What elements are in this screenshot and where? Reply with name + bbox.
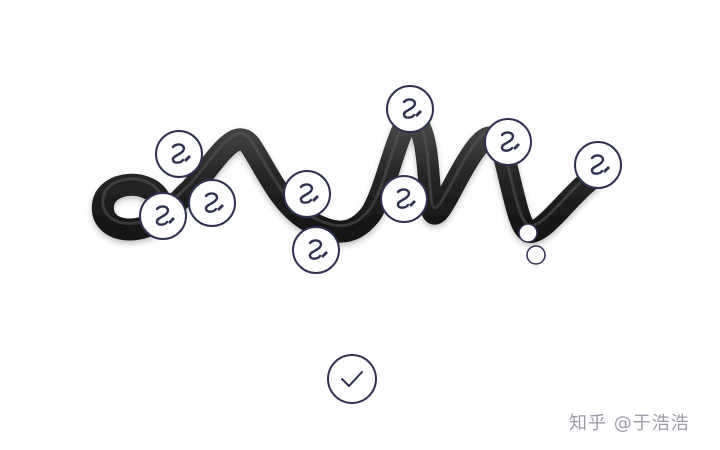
control-point-handle[interactable]	[188, 179, 236, 227]
control-point-handle[interactable]	[380, 175, 428, 223]
control-point-handle[interactable]	[155, 130, 203, 178]
watermark: 知乎 @于浩浩	[569, 413, 690, 434]
endpoint-dot-icon[interactable]	[526, 245, 546, 265]
control-point-handle[interactable]	[574, 141, 622, 189]
control-point-handle[interactable]	[484, 118, 532, 166]
control-point-handle[interactable]	[139, 192, 187, 240]
checkmark-icon	[341, 371, 363, 387]
confirm-button[interactable]	[327, 354, 377, 404]
control-point-handle[interactable]	[283, 170, 331, 218]
control-point-handle[interactable]	[386, 85, 434, 133]
control-point-handle[interactable]	[292, 226, 340, 274]
endpoint-dot-icon[interactable]	[518, 223, 538, 243]
